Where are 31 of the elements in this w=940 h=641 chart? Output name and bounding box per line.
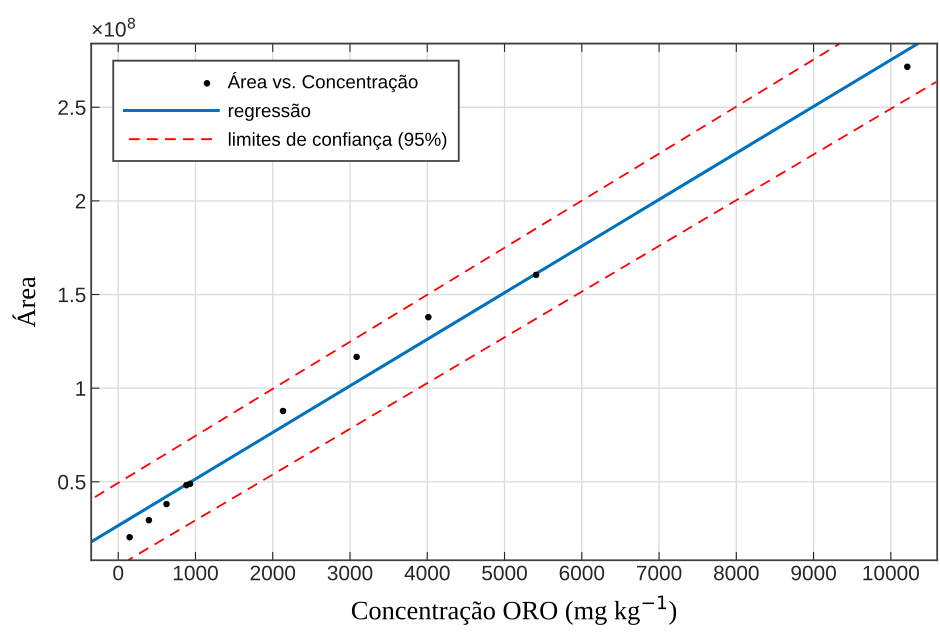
point	[186, 480, 194, 488]
x-tick-label: 3000	[328, 566, 372, 580]
x-axis-title: Concentração ORO (mg kg$^{−1}$)	[352, 596, 676, 625]
y-axis-title: Área	[12, 276, 36, 328]
x-tick-label: 10000	[863, 566, 919, 580]
y-tick-label: 1.5	[58, 288, 86, 302]
point	[280, 408, 286, 414]
point	[146, 516, 152, 524]
text: ×10$^{8}$	[92, 18, 135, 37]
y-tick-label: 1	[76, 381, 86, 396]
x-tick-label: 9000	[791, 566, 836, 580]
y-tick-label: 0.5	[58, 474, 86, 490]
point	[126, 534, 133, 540]
x-tick-label: 8000	[714, 566, 759, 580]
point	[532, 272, 540, 278]
y-tick-label: 2	[76, 194, 86, 208]
x-tick-label: 1000	[174, 566, 218, 580]
x-tick-label: 7000	[636, 566, 682, 580]
x-tick-label: 5000	[482, 566, 527, 580]
legend-label: regressão	[228, 104, 310, 121]
x-tick-label: 4000	[404, 566, 450, 580]
x-tick-label: 0	[113, 566, 124, 580]
y-tick-label: 2.5	[58, 100, 86, 116]
x-tick-label: 6000	[560, 566, 604, 580]
point	[904, 64, 911, 70]
point	[163, 500, 170, 508]
point	[353, 354, 360, 360]
legend-label: Área vs. Concentração	[228, 72, 418, 92]
x-tick-label: 2000	[250, 566, 296, 580]
point	[425, 314, 432, 320]
legend-label: limites de confiança (95%)	[228, 132, 446, 150]
